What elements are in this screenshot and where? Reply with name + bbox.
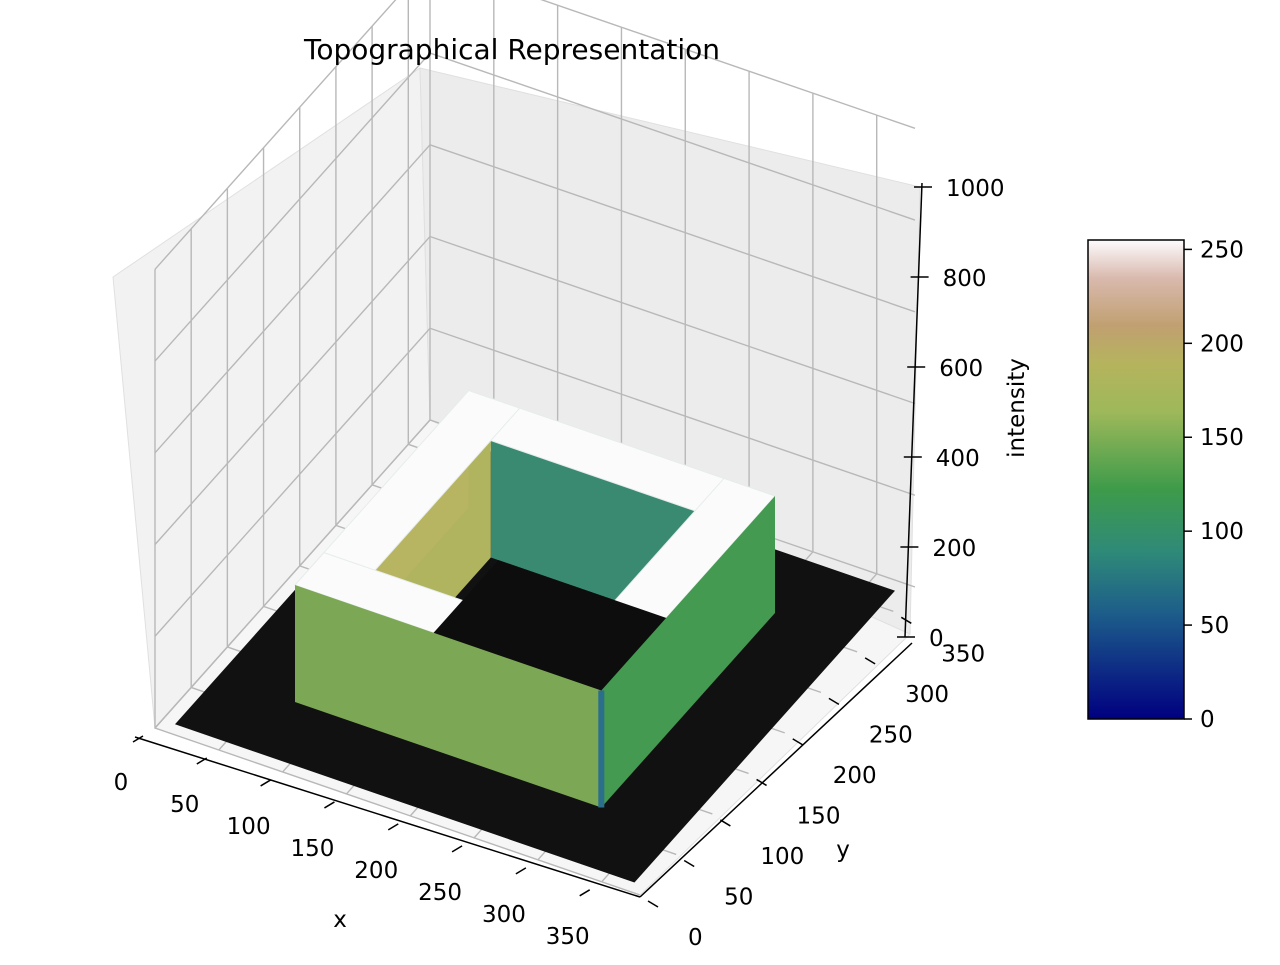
z-tick-label: 800 bbox=[943, 266, 987, 292]
z-gridline bbox=[154, 327, 916, 637]
x-tick-label: 50 bbox=[170, 792, 199, 818]
colorbar-tick-label: 100 bbox=[1200, 519, 1244, 545]
x-tick-label: 250 bbox=[418, 880, 462, 906]
z-tick-label: 200 bbox=[932, 536, 976, 562]
y-axis-label: y bbox=[836, 837, 850, 863]
y-tick-label: 0 bbox=[688, 925, 703, 951]
y-tick-label: 200 bbox=[833, 763, 877, 789]
y-tick-label: 250 bbox=[869, 722, 913, 748]
x-tick-mark bbox=[196, 757, 208, 765]
z-axis-line bbox=[904, 182, 923, 638]
x-tick-label: 350 bbox=[546, 924, 590, 950]
y-tick-mark bbox=[792, 738, 804, 746]
surface-plot bbox=[175, 389, 895, 883]
z-axis-label: intensity bbox=[1004, 358, 1030, 458]
x-axis-line bbox=[134, 736, 641, 898]
z-gridline bbox=[154, 0, 916, 270]
x-tick-mark bbox=[387, 823, 399, 831]
y-tick-label: 100 bbox=[760, 844, 804, 870]
y-axis-line bbox=[639, 642, 913, 898]
y-tick-label: 350 bbox=[941, 641, 985, 667]
y-tick-mark bbox=[756, 778, 767, 787]
y-tick-label: 300 bbox=[905, 682, 949, 708]
x-tick-mark bbox=[579, 889, 591, 897]
x-tick-mark bbox=[451, 845, 463, 853]
x-tick-label: 100 bbox=[227, 814, 271, 840]
colorbar-tick-label: 0 bbox=[1200, 707, 1215, 733]
z-tick-label: 400 bbox=[936, 446, 980, 472]
y-tick-mark bbox=[900, 616, 912, 624]
colorbar-tick-label: 200 bbox=[1200, 331, 1244, 357]
y-tick-mark bbox=[683, 859, 695, 868]
outer-wall-front bbox=[295, 585, 602, 808]
y-tick-label: 50 bbox=[724, 884, 753, 910]
x-tick-label: 0 bbox=[114, 770, 129, 796]
x-tick-mark bbox=[260, 779, 272, 787]
x-axis-label: x bbox=[333, 907, 347, 933]
y-tick-mark bbox=[864, 657, 876, 665]
z-gridline bbox=[154, 235, 916, 545]
outer-wall-right bbox=[601, 496, 775, 808]
z-gridline bbox=[154, 143, 916, 454]
x-tick-mark bbox=[324, 801, 335, 809]
x-tick-mark bbox=[132, 735, 144, 743]
x-tick-label: 150 bbox=[290, 836, 334, 862]
colorbar-ticks: 0 50 100 150 200 250 bbox=[1184, 237, 1244, 733]
y-tick-mark bbox=[828, 697, 840, 706]
x-tick-label: 200 bbox=[354, 858, 398, 884]
y-tick-mark bbox=[647, 900, 659, 908]
colorbar-tick-label: 150 bbox=[1200, 425, 1244, 451]
colorbar-tick-label: 250 bbox=[1200, 237, 1244, 263]
z-tick-label: 600 bbox=[939, 356, 983, 382]
z-tick-label: 1000 bbox=[946, 176, 1005, 202]
y-tick-mark bbox=[719, 819, 731, 827]
colorbar bbox=[1087, 239, 1185, 720]
z-gridline bbox=[154, 52, 916, 362]
x-tick-label: 300 bbox=[482, 902, 526, 928]
colorbar-tick-label: 50 bbox=[1200, 613, 1229, 639]
chart-title: Topographical Representation bbox=[303, 33, 720, 66]
z-tick-label: 0 bbox=[929, 626, 944, 652]
y-tick-label: 150 bbox=[797, 803, 841, 829]
x-tick-mark bbox=[515, 867, 527, 875]
